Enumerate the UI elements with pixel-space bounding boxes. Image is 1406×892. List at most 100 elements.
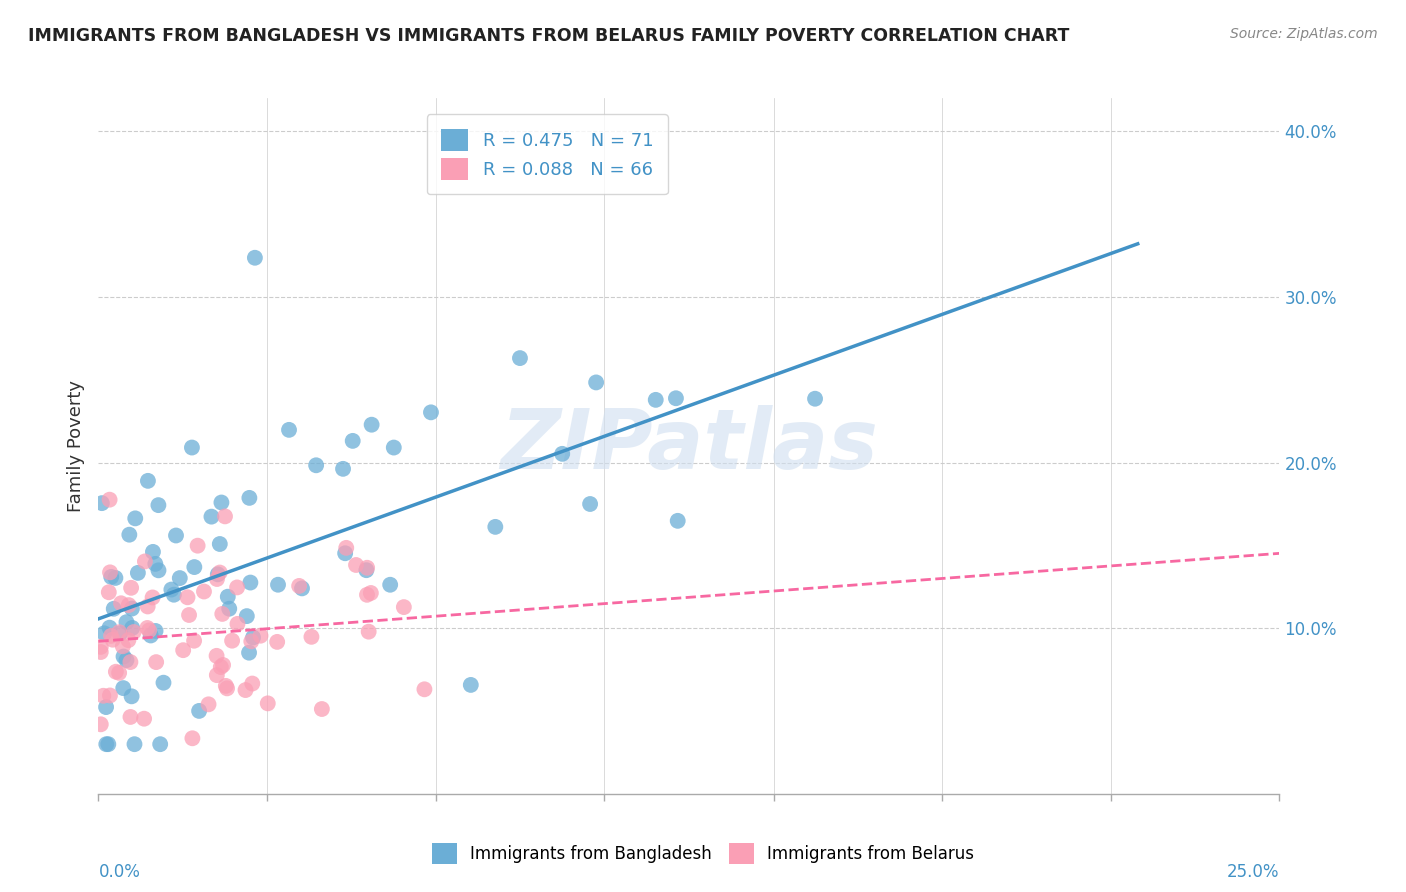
Point: [139, 628, 162, 642]
Point: [205, 648, 228, 663]
Point: [118, 598, 141, 612]
Point: [357, 624, 380, 639]
Point: [579, 497, 602, 511]
Point: [98, 492, 121, 507]
Point: [98, 621, 121, 635]
Point: [215, 681, 238, 696]
Point: [108, 665, 131, 680]
Point: [221, 633, 243, 648]
Point: [420, 405, 443, 419]
Point: [335, 541, 357, 555]
Point: [333, 546, 356, 560]
Point: [305, 458, 328, 473]
Point: [122, 625, 145, 640]
Text: ZIPatlas: ZIPatlas: [501, 406, 877, 486]
Point: [124, 511, 146, 525]
Point: [112, 681, 135, 695]
Point: [242, 631, 264, 645]
Point: [93, 626, 115, 640]
Point: [115, 653, 138, 667]
Point: [301, 630, 323, 644]
Point: [460, 678, 482, 692]
Point: [96, 737, 118, 751]
Point: [118, 527, 141, 541]
Text: IMMIGRANTS FROM BANGLADESH VS IMMIGRANTS FROM BELARUS FAMILY POVERTY CORRELATION: IMMIGRANTS FROM BANGLADESH VS IMMIGRANTS…: [28, 27, 1070, 45]
Point: [136, 599, 159, 614]
Point: [183, 560, 205, 574]
Point: [101, 632, 124, 647]
Point: [211, 607, 233, 621]
Point: [149, 737, 172, 751]
Point: [91, 689, 114, 703]
Point: [197, 698, 219, 712]
Point: [104, 665, 127, 679]
Point: [342, 434, 364, 448]
Point: [382, 441, 405, 455]
Point: [209, 660, 232, 674]
Text: 0.0%: 0.0%: [98, 863, 141, 881]
Point: [145, 655, 167, 669]
Point: [90, 717, 112, 731]
Point: [121, 621, 143, 635]
Point: [108, 626, 131, 640]
Text: 25.0%: 25.0%: [1227, 863, 1279, 881]
Point: [120, 710, 142, 724]
Point: [90, 640, 112, 654]
Point: [142, 545, 165, 559]
Point: [484, 520, 506, 534]
Point: [207, 567, 229, 582]
Point: [243, 251, 266, 265]
Point: [172, 643, 194, 657]
Point: [205, 572, 228, 586]
Point: [551, 447, 574, 461]
Point: [200, 509, 222, 524]
Point: [360, 417, 382, 432]
Point: [121, 690, 143, 704]
Point: [152, 675, 174, 690]
Point: [90, 645, 112, 659]
Point: [103, 601, 125, 615]
Point: [112, 649, 135, 664]
Point: [176, 591, 198, 605]
Y-axis label: Family Poverty: Family Poverty: [66, 380, 84, 512]
Point: [278, 423, 301, 437]
Point: [121, 601, 143, 615]
Legend: R = 0.475   N = 71, R = 0.088   N = 66: R = 0.475 N = 71, R = 0.088 N = 66: [426, 114, 668, 194]
Point: [666, 514, 689, 528]
Point: [332, 462, 354, 476]
Point: [134, 554, 156, 568]
Point: [291, 582, 314, 596]
Point: [236, 609, 259, 624]
Point: [239, 575, 262, 590]
Point: [644, 392, 666, 407]
Point: [256, 697, 278, 711]
Point: [356, 561, 378, 575]
Point: [183, 633, 205, 648]
Point: [240, 676, 263, 690]
Point: [249, 629, 271, 643]
Point: [804, 392, 827, 406]
Point: [117, 633, 139, 648]
Point: [120, 581, 142, 595]
Point: [97, 737, 120, 751]
Point: [413, 682, 436, 697]
Point: [98, 566, 121, 580]
Text: Source: ZipAtlas.com: Source: ZipAtlas.com: [1230, 27, 1378, 41]
Point: [142, 591, 165, 605]
Point: [104, 571, 127, 585]
Point: [181, 731, 204, 746]
Point: [214, 509, 236, 524]
Point: [238, 491, 260, 505]
Point: [360, 586, 382, 600]
Point: [218, 601, 240, 615]
Point: [266, 635, 288, 649]
Point: [212, 658, 235, 673]
Point: [108, 625, 131, 640]
Point: [136, 474, 159, 488]
Point: [110, 596, 132, 610]
Point: [288, 579, 311, 593]
Point: [160, 582, 183, 597]
Point: [127, 566, 149, 580]
Point: [124, 737, 146, 751]
Point: [392, 600, 415, 615]
